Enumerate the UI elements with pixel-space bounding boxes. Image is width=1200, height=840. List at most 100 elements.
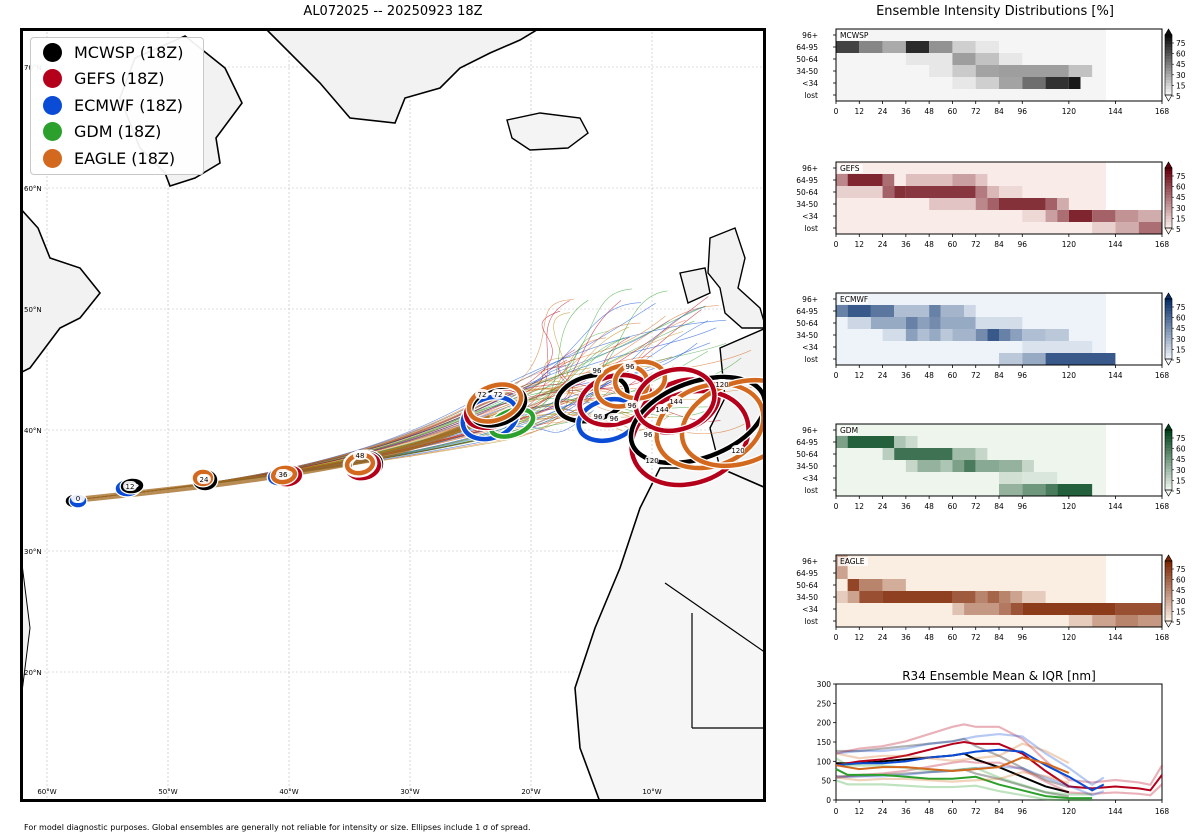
heatmap-panel-gefs: 96+ 64-95 50-64 34-50 <34 lost 0 12 24 36 48 60 72 84… — [796, 161, 1186, 249]
heatmap-cell — [847, 579, 860, 591]
colorbar-tick-label: 30 — [1176, 204, 1186, 213]
x-tick-label: 12 — [855, 371, 865, 380]
heatmap-cell — [1022, 460, 1034, 472]
heatmap-cell — [1068, 210, 1093, 222]
colorbar-tick-label: 60 — [1176, 183, 1186, 192]
heatmap-cell — [975, 329, 988, 341]
heatmap-cell — [999, 65, 1069, 77]
forecast-hour-label: 96 — [626, 363, 635, 371]
row-label: lost — [804, 617, 818, 626]
legend-marker — [43, 122, 62, 142]
panel-model-label: GDM — [840, 426, 858, 435]
heatmap-panel-ecmwf: 96+ 64-95 50-64 34-50 <34 lost 0 12 24 36 48 60 72 84… — [796, 292, 1186, 380]
legend-label: ECMWF (18Z) — [74, 95, 183, 115]
heatmap-cell — [952, 603, 965, 615]
heatmap-cell — [964, 305, 976, 317]
heatmap-cell — [987, 186, 999, 198]
heatmap-cell — [999, 460, 1023, 472]
heatmap-cell — [999, 484, 1023, 496]
heatmap-cell — [975, 448, 988, 460]
uncertainty-ellipse — [633, 366, 717, 434]
x-tick-label: 48 — [924, 371, 934, 380]
africa-landmass — [574, 467, 766, 802]
heatmap-cell — [940, 305, 965, 317]
colorbar-tick-label: 15 — [1176, 81, 1186, 90]
colorbar-tick-label: 45 — [1176, 193, 1186, 202]
distributions-title: Ensemble Intensity Distributions [%] — [876, 4, 1114, 19]
lat-label: 40°N — [24, 427, 42, 435]
forecast-hour-label: 36 — [279, 471, 288, 479]
colorbar-tick-label: 30 — [1176, 466, 1186, 475]
model-legend: MCWSP (18Z) GEFS (18Z) ECMWF (18Z) GDM (18Z… — [30, 37, 204, 175]
x-tick-label: 84 — [994, 371, 1004, 380]
heatmap-cell — [1022, 341, 1093, 353]
heatmap-cell — [987, 329, 999, 341]
x-tick-label: 144 — [1108, 107, 1123, 116]
x-tick-label: 144 — [1108, 371, 1123, 380]
colorbar-tick-label: 75 — [1176, 303, 1186, 312]
row-label: 50-64 — [796, 581, 818, 590]
row-label: 50-64 — [796, 55, 818, 64]
x-tick-label: 96 — [1018, 633, 1028, 642]
r34-mean-line-eagle — [835, 756, 1070, 774]
heatmap-panel-eagle: 96+ 64-95 50-64 34-50 <34 lost 0 12 24 36 48 60 72 84… — [796, 554, 1186, 642]
x-tick-label: 120 — [1062, 107, 1077, 116]
heatmap-cell — [859, 41, 883, 53]
forecast-hour-label: 96 — [644, 431, 653, 439]
x-tick-label: 60 — [948, 240, 958, 249]
row-label: 50-64 — [796, 450, 818, 459]
forecast-hour-label: 120 — [715, 381, 728, 389]
heatmap-cell — [964, 603, 999, 615]
row-label: 34-50 — [796, 462, 818, 471]
heatmap-cell — [917, 329, 930, 341]
heatmap-cell — [1022, 353, 1046, 365]
forecast-hour-label: 24 — [200, 476, 209, 484]
x-tick-label: 36 — [901, 371, 911, 380]
colorbar-tick-label: 45 — [1176, 586, 1186, 595]
heatmap-cell — [836, 174, 848, 186]
heatmap-cell — [882, 579, 906, 591]
heatmap-cell — [929, 305, 941, 317]
row-label: <34 — [802, 79, 818, 88]
x-tick-label: 36 — [901, 807, 911, 816]
heatmap-cell — [882, 174, 895, 186]
heatmap-cell — [836, 436, 848, 448]
r34-iqr-line — [835, 723, 1163, 787]
legend-marker — [43, 42, 62, 62]
row-label: 34-50 — [796, 67, 818, 76]
heatmap-cell — [905, 329, 918, 341]
mean-track — [74, 415, 491, 503]
colorbar-tick-label: 5 — [1176, 618, 1181, 627]
x-tick-label: 36 — [901, 107, 911, 116]
forecast-hour-label: 72 — [494, 391, 503, 399]
heatmap-cell — [882, 448, 895, 460]
heatmap-cell — [1138, 222, 1162, 234]
r34-mean-line-gefs — [835, 740, 1163, 792]
forecast-hour-label: 96 — [593, 367, 602, 375]
x-tick-label: 0 — [834, 633, 839, 642]
colorbar-tick-label: 75 — [1176, 39, 1186, 48]
panel-model-label: MCWSP — [840, 31, 869, 40]
heatmap-cell — [1045, 353, 1116, 365]
heatmap-cell — [905, 174, 953, 186]
x-tick-label: 168 — [1155, 502, 1170, 511]
x-tick-label: 84 — [994, 633, 1004, 642]
uk-landmass — [707, 227, 766, 329]
row-label: 96+ — [802, 426, 818, 435]
heatmap-panel-gdm: 96+ 64-95 50-64 34-50 <34 lost 0 12 24 36 48 60 72 84… — [796, 423, 1186, 511]
x-tick-label: 120 — [1062, 633, 1077, 642]
row-label: lost — [804, 486, 818, 495]
lat-label: 50°N — [24, 306, 42, 314]
legend-item: GDM (18Z) — [31, 119, 203, 146]
heatmap-cell — [1022, 329, 1046, 341]
heatmap-cell — [999, 186, 1023, 198]
x-tick-label: 0 — [834, 107, 839, 116]
heatmap-cell — [999, 591, 1011, 603]
forecast-hour-label: 96 — [628, 402, 637, 410]
heatmap-cell — [940, 460, 953, 472]
heatmap-cell — [1045, 210, 1058, 222]
heatmap-cell — [999, 329, 1011, 341]
uncertainty-ellipse — [629, 388, 751, 488]
r34-iqr-line — [836, 737, 1070, 789]
legend-item: ECMWF (18Z) — [31, 92, 203, 119]
